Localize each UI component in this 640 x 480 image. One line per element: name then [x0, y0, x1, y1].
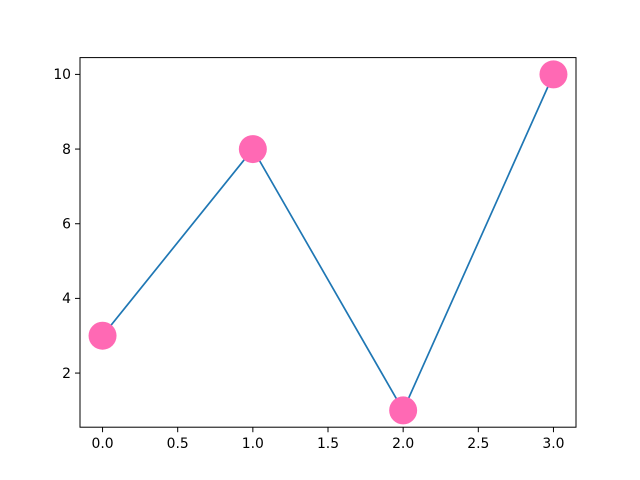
x-tick-label: 0.0 — [91, 436, 113, 452]
data-line — [101, 74, 555, 412]
y-tick-label: 2 — [62, 366, 71, 382]
x-tick-label: 0.5 — [167, 436, 189, 452]
y-tick-label: 4 — [62, 291, 71, 307]
x-tick-label: 2.5 — [467, 436, 489, 452]
axes-border — [79, 57, 577, 428]
y-tick-label: 8 — [62, 142, 71, 158]
x-tick-label: 1.0 — [242, 436, 264, 452]
x-tick-label: 2.0 — [392, 436, 414, 452]
y-tick-label: 6 — [62, 217, 71, 233]
data-point-marker — [88, 321, 117, 350]
data-point-marker — [389, 396, 418, 425]
y-tick-label: 10 — [53, 67, 71, 83]
x-tick-label: 3.0 — [542, 436, 564, 452]
x-tick-label: 1.5 — [317, 436, 339, 452]
data-point-marker — [238, 135, 267, 164]
data-point-marker — [539, 60, 568, 89]
axes: 0.0 0.5 1.0 1.5 2.0 2.5 3.0 2 4 6 8 10 — [53, 57, 577, 452]
